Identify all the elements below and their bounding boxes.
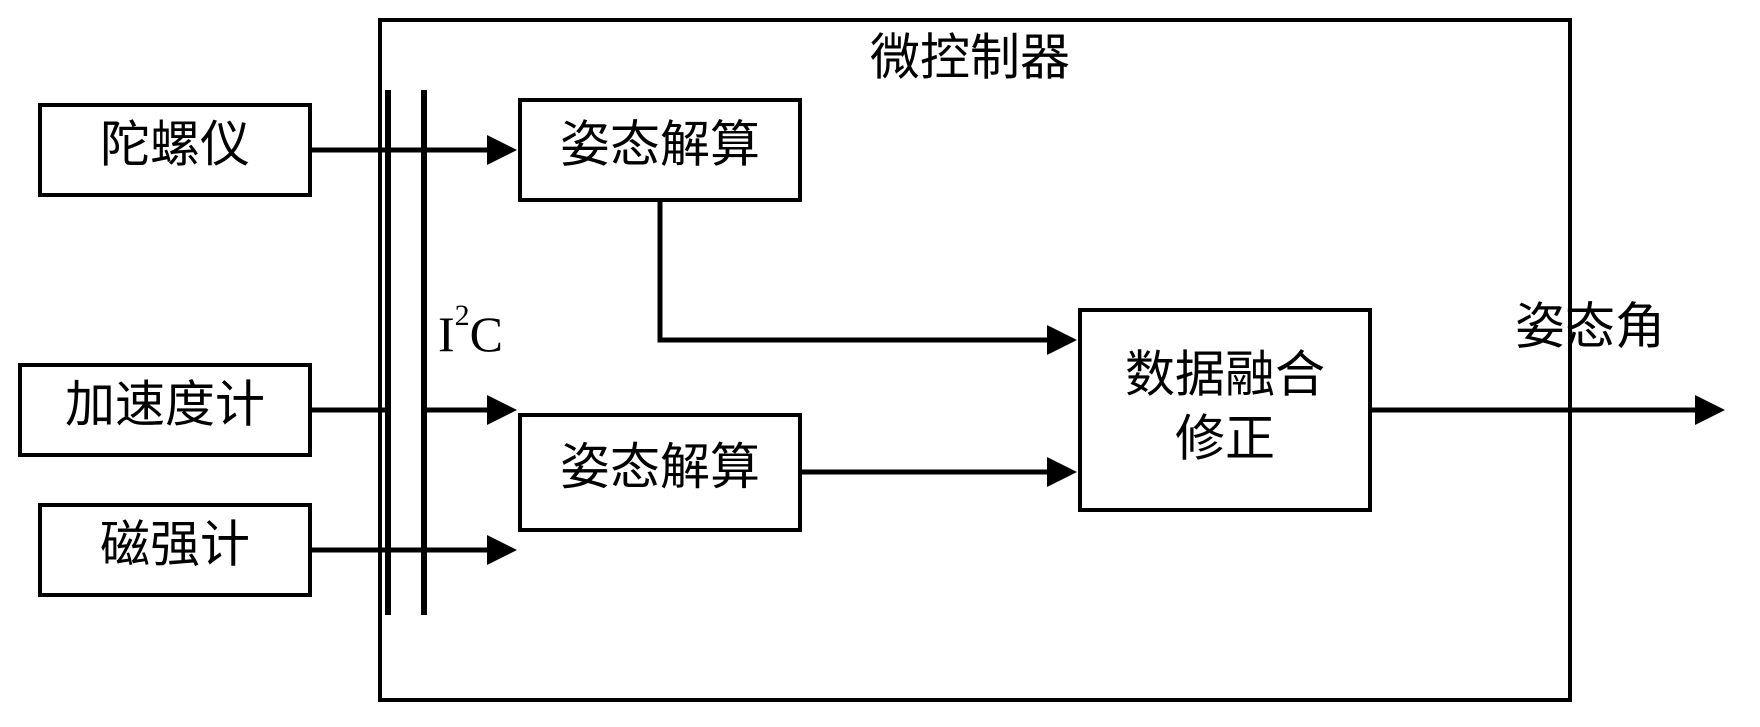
fusion-label2: 修正 (1175, 410, 1275, 466)
mcu-title: 微控制器 (870, 29, 1070, 85)
mcu-frame (380, 20, 1570, 700)
accel-label: 加速度计 (65, 376, 265, 432)
gyro-label: 陀螺仪 (100, 116, 250, 172)
i2c-label: I2C (438, 299, 503, 363)
attitude1-label: 姿态解算 (560, 116, 760, 172)
fusion-label1: 数据融合 (1125, 346, 1325, 402)
edge-4 (660, 200, 1072, 340)
output-label: 姿态角 (1515, 298, 1665, 354)
mag-label: 磁强计 (100, 516, 250, 572)
attitude2-label: 姿态解算 (560, 439, 760, 495)
